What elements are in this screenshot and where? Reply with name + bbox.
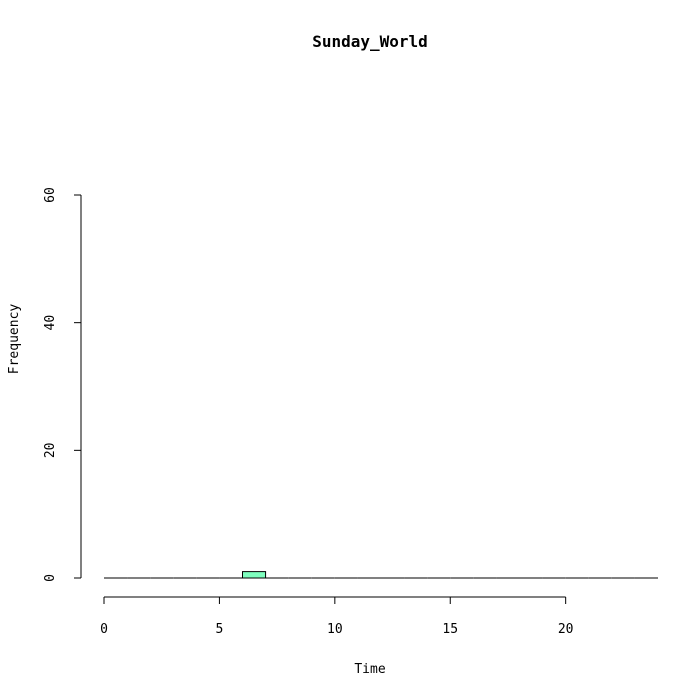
x-axis-label: Time: [354, 662, 385, 677]
x-tick-label: 20: [558, 622, 574, 637]
x-tick-label: 15: [442, 622, 458, 637]
y-axis: 0 20 40 60: [43, 187, 82, 582]
x-tick-label: 10: [327, 622, 343, 637]
x-tick-label: 5: [216, 622, 224, 637]
y-tick-label: 60: [43, 187, 58, 203]
bars-group: [104, 571, 658, 579]
y-axis-label: Frequency: [7, 304, 22, 375]
x-tick-label: 0: [100, 622, 108, 637]
y-tick-label: 40: [43, 315, 58, 331]
y-tick-label: 0: [43, 574, 58, 582]
y-tick-label: 20: [43, 443, 58, 459]
histogram-bar: [242, 571, 267, 579]
x-axis: 0 5 10 15 20: [100, 596, 574, 637]
chart-title: Sunday_World: [312, 32, 428, 51]
